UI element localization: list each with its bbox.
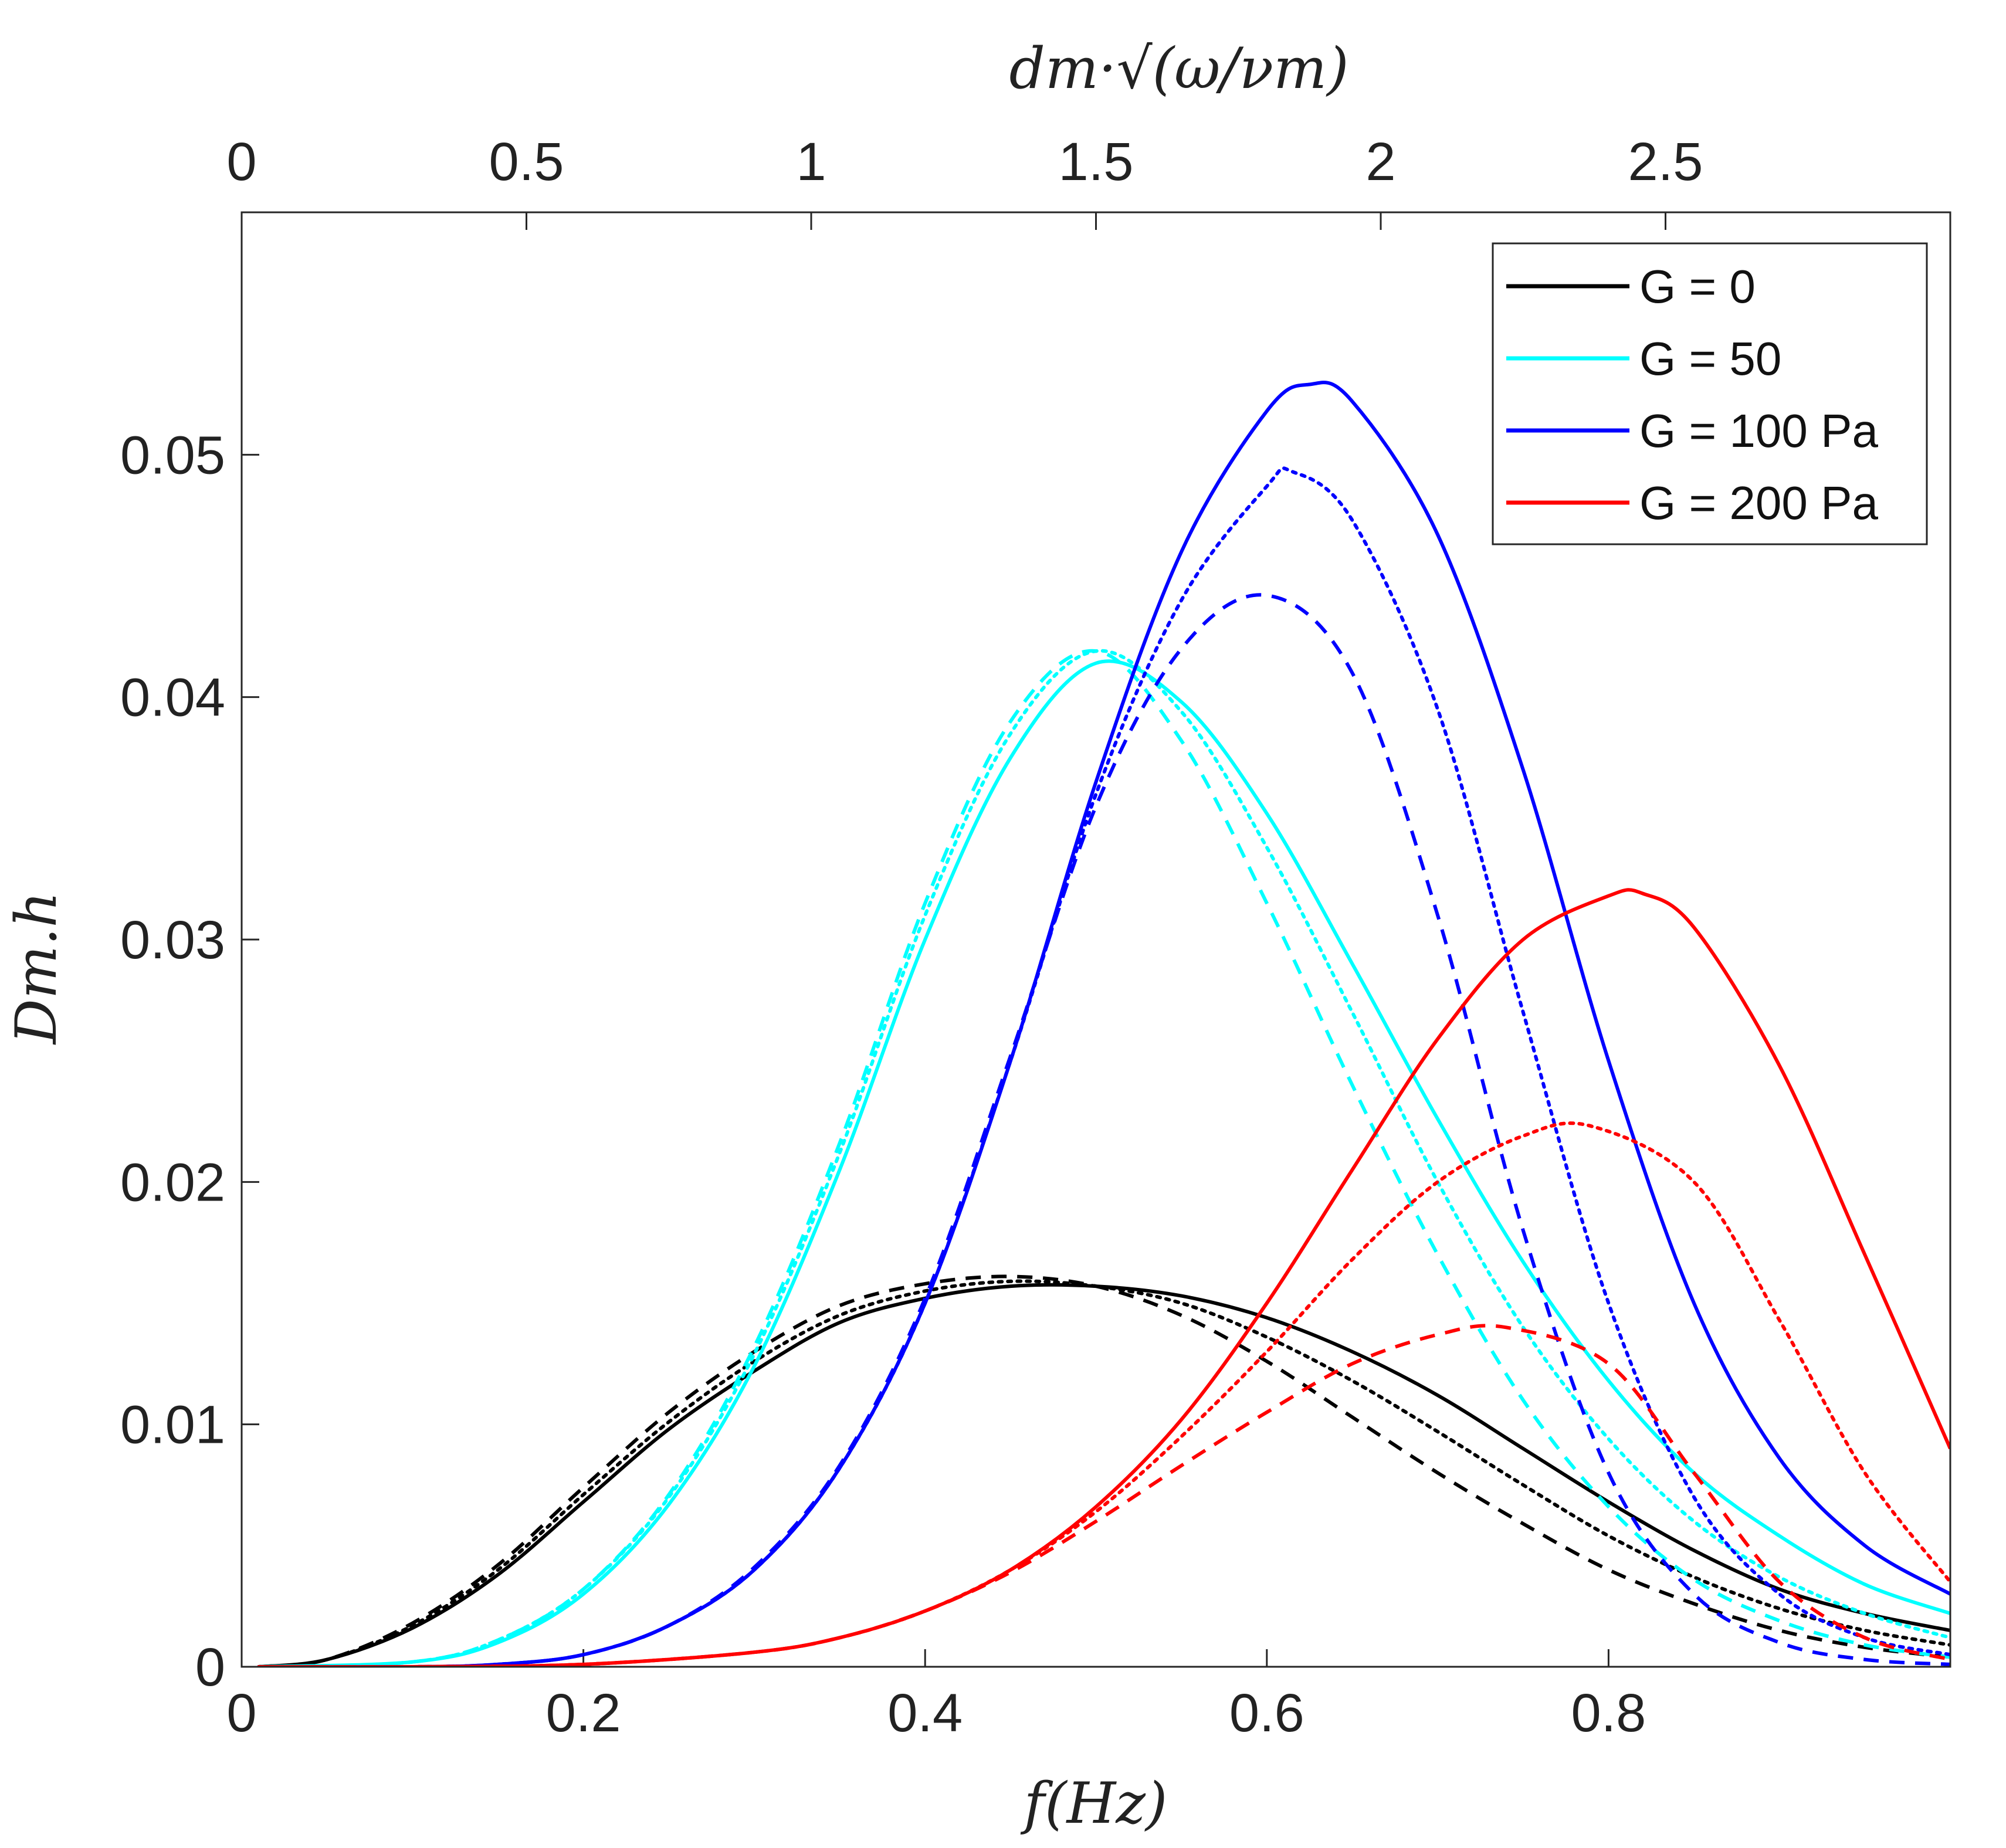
legend: G = 0 G = 50 G = 100 Pa G = 200 Pa — [1492, 242, 1928, 545]
x-tick-label: 0.6 — [1229, 1683, 1304, 1743]
x-tick-label: 0 — [226, 1683, 256, 1743]
series-line-g-200-pa-dashed — [259, 1324, 1950, 1667]
series-line-g-200-pa-dotted — [257, 1121, 1950, 1667]
series-line-g-50-solid — [259, 659, 1950, 1667]
legend-label: G = 0 — [1639, 260, 1756, 313]
top-x-tick-label: 0.5 — [489, 132, 564, 192]
legend-label: G = 50 — [1639, 333, 1781, 385]
y-tick-label: 0.04 — [120, 668, 225, 728]
x-tick-label: 0.8 — [1571, 1683, 1646, 1743]
tick-marks — [240, 212, 1666, 1668]
top-axis-title: dm·√(ω/νm) — [1009, 36, 1348, 101]
x-axis-title: f(Hz) — [1021, 1771, 1168, 1836]
series-line-g-100-pa-dotted — [257, 466, 1950, 1667]
top-x-tick-label: 1.5 — [1059, 132, 1134, 192]
plot-frame — [240, 211, 1951, 1668]
y-tick-label: 0 — [195, 1637, 225, 1697]
top-x-tick-label: 0 — [226, 132, 256, 192]
legend-label: G = 200 Pa — [1639, 477, 1878, 529]
y-axis-title: Dm.h — [4, 891, 69, 1045]
top-x-tick-label: 1 — [796, 132, 826, 192]
legend-box — [1492, 242, 1928, 545]
legend-label: G = 100 Pa — [1639, 405, 1878, 457]
y-tick-label: 0.03 — [120, 910, 225, 970]
top-x-tick-label: 2.5 — [1628, 132, 1703, 192]
series-lines — [257, 381, 1950, 1667]
top-x-tick-label: 2 — [1365, 132, 1395, 192]
y-tick-label: 0.02 — [120, 1152, 225, 1212]
x-tick-label: 0.2 — [546, 1683, 621, 1743]
tick-labels: 0 0.2 0.4 0.6 0.8 0 0.01 0.02 0.03 0.04 0.05 0 0.5 1 1… — [120, 132, 1703, 1743]
series-line-g-0-dashed — [258, 1274, 1950, 1667]
y-tick-label: 0.01 — [120, 1395, 225, 1455]
series-line-g-100-pa-dashed — [259, 593, 1950, 1667]
x-tick-label: 0.4 — [887, 1683, 963, 1743]
y-tick-label: 0.05 — [120, 425, 225, 485]
series-line-g-50-dashed — [259, 649, 1950, 1667]
plot-area — [257, 381, 1950, 1667]
series-line-g-100-pa-solid — [259, 381, 1950, 1667]
